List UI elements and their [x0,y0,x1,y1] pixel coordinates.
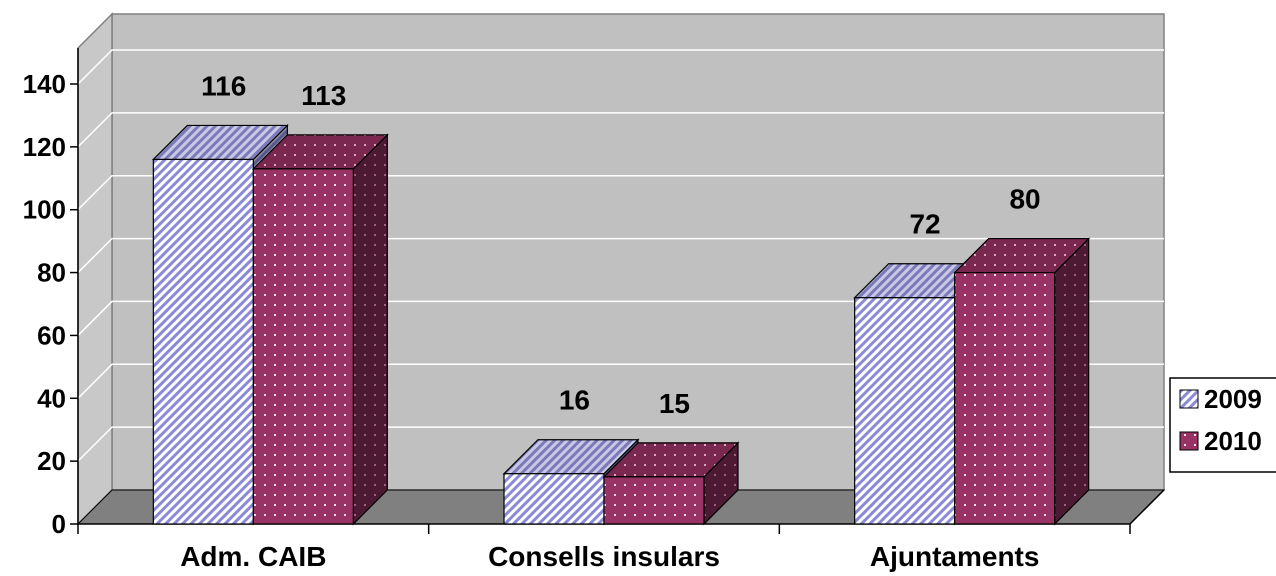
y-tick-label: 20 [37,446,66,476]
bar [251,133,389,526]
category-label: Ajuntaments [870,541,1040,572]
y-tick-label: 0 [52,509,66,539]
category-label: Adm. CAIB [180,541,326,572]
bar [602,441,740,526]
bar-front [152,158,254,525]
bar-front [603,476,705,525]
gridline [77,49,1164,85]
data-labels: 116 113 16 15 72 80 [201,70,1040,418]
legend-swatch [1179,431,1199,451]
bar-front [954,271,1056,525]
bar-front [503,473,605,525]
data-label: 113 [301,80,346,111]
gridline [77,112,1164,148]
gridline [77,363,1164,399]
data-label: 72 [909,209,940,240]
y-tick-label: 40 [37,383,66,413]
data-label: 16 [559,385,590,416]
legend-swatch [1179,389,1199,409]
y-tick-label: 140 [23,69,66,99]
y-tick-label: 80 [37,258,66,288]
y-tick-label: 120 [23,132,66,162]
data-label: 80 [1009,184,1040,215]
bar-side [352,133,388,526]
bar-front [252,168,354,525]
y-tick-label: 60 [37,320,66,350]
y-axis: 0 20 40 60 80 100 120 140 [23,48,79,539]
bar-front [854,297,956,525]
gridline [77,174,1164,211]
data-label: 116 [201,70,246,101]
gridline [77,426,1164,462]
gridline [77,300,1164,336]
side-wall [77,12,113,526]
bar-side [1054,237,1090,526]
data-label: 15 [659,388,690,419]
legend: 2009 2010 [1169,377,1276,473]
floor-edge [1129,489,1165,525]
bar [953,237,1091,526]
category-label: Consells insulars [488,541,720,572]
legend-label: 2010 [1204,426,1262,456]
y-tick-label: 100 [23,195,66,225]
gridlines [77,49,1164,462]
legend-label: 2009 [1204,384,1262,414]
bars [151,123,1091,526]
gridline [77,237,1164,274]
